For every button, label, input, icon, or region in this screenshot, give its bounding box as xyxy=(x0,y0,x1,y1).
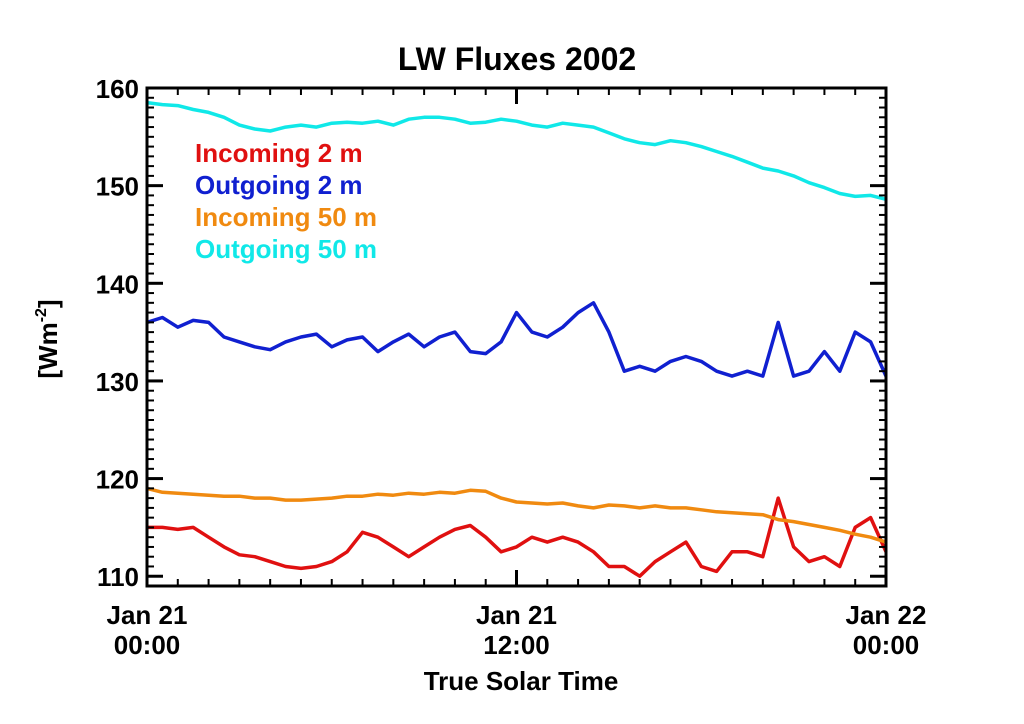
x-tick-label-date: Jan 22 xyxy=(846,600,927,630)
y-axis-label-main: [Wm xyxy=(33,322,63,378)
series-line-4 xyxy=(146,100,887,201)
x-tick-label-date: Jan 21 xyxy=(107,600,188,630)
series-line-1 xyxy=(147,496,888,578)
y-axis-label-close: ] xyxy=(33,299,63,308)
series-line-3 xyxy=(146,486,887,544)
legend-entry-1: Incoming 2 m xyxy=(195,138,363,168)
chart-title: LW Fluxes 2002 xyxy=(398,41,636,77)
y-axis-label: [Wm-2] xyxy=(33,299,63,378)
y-tick-label: 150 xyxy=(96,172,139,202)
series-line-2 xyxy=(146,301,888,378)
x-tick-label-time: 00:00 xyxy=(853,630,920,660)
series-layer xyxy=(146,100,888,578)
legend-entry-2: Outgoing 2 m xyxy=(195,170,363,200)
legend-entry-4: Outgoing 50 m xyxy=(195,234,377,264)
legend-entry-3: Incoming 50 m xyxy=(195,202,377,232)
y-tick-label: 110 xyxy=(97,562,139,592)
y-tick-label: 130 xyxy=(96,367,139,397)
x-axis-label: True Solar Time xyxy=(424,666,619,696)
x-tick-label-date: Jan 21 xyxy=(476,600,557,630)
x-tick-label-time: 00:00 xyxy=(114,630,181,660)
y-tick-label: 140 xyxy=(96,269,139,299)
y-tick-label: 120 xyxy=(96,465,139,495)
y-tick-label: 160 xyxy=(96,74,139,104)
y-axis-label-superscript: -2 xyxy=(33,308,50,322)
x-tick-label-time: 12:00 xyxy=(483,630,550,660)
svg-text:[Wm-2]: [Wm-2] xyxy=(33,299,63,378)
